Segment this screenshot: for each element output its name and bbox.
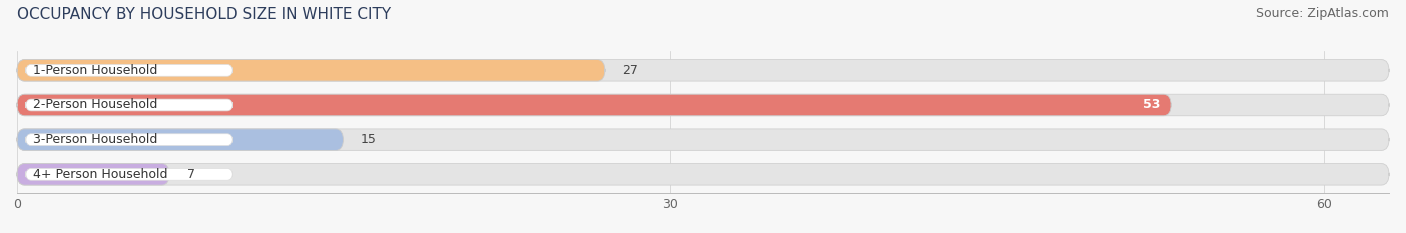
FancyBboxPatch shape <box>17 129 343 151</box>
Text: 53: 53 <box>1143 99 1160 112</box>
Text: OCCUPANCY BY HOUSEHOLD SIZE IN WHITE CITY: OCCUPANCY BY HOUSEHOLD SIZE IN WHITE CIT… <box>17 7 391 22</box>
Text: 4+ Person Household: 4+ Person Household <box>34 168 167 181</box>
FancyBboxPatch shape <box>17 60 1389 81</box>
FancyBboxPatch shape <box>17 164 1389 185</box>
FancyBboxPatch shape <box>25 134 232 146</box>
Text: 7: 7 <box>187 168 195 181</box>
Text: 27: 27 <box>623 64 638 77</box>
FancyBboxPatch shape <box>25 168 232 180</box>
FancyBboxPatch shape <box>17 129 1389 151</box>
Text: 1-Person Household: 1-Person Household <box>34 64 157 77</box>
FancyBboxPatch shape <box>25 65 232 76</box>
Text: 15: 15 <box>361 133 377 146</box>
FancyBboxPatch shape <box>17 164 169 185</box>
Text: 2-Person Household: 2-Person Household <box>34 99 157 112</box>
FancyBboxPatch shape <box>17 94 1389 116</box>
Text: 3-Person Household: 3-Person Household <box>34 133 157 146</box>
FancyBboxPatch shape <box>17 94 1171 116</box>
FancyBboxPatch shape <box>25 99 232 111</box>
Text: Source: ZipAtlas.com: Source: ZipAtlas.com <box>1256 7 1389 20</box>
FancyBboxPatch shape <box>17 60 605 81</box>
